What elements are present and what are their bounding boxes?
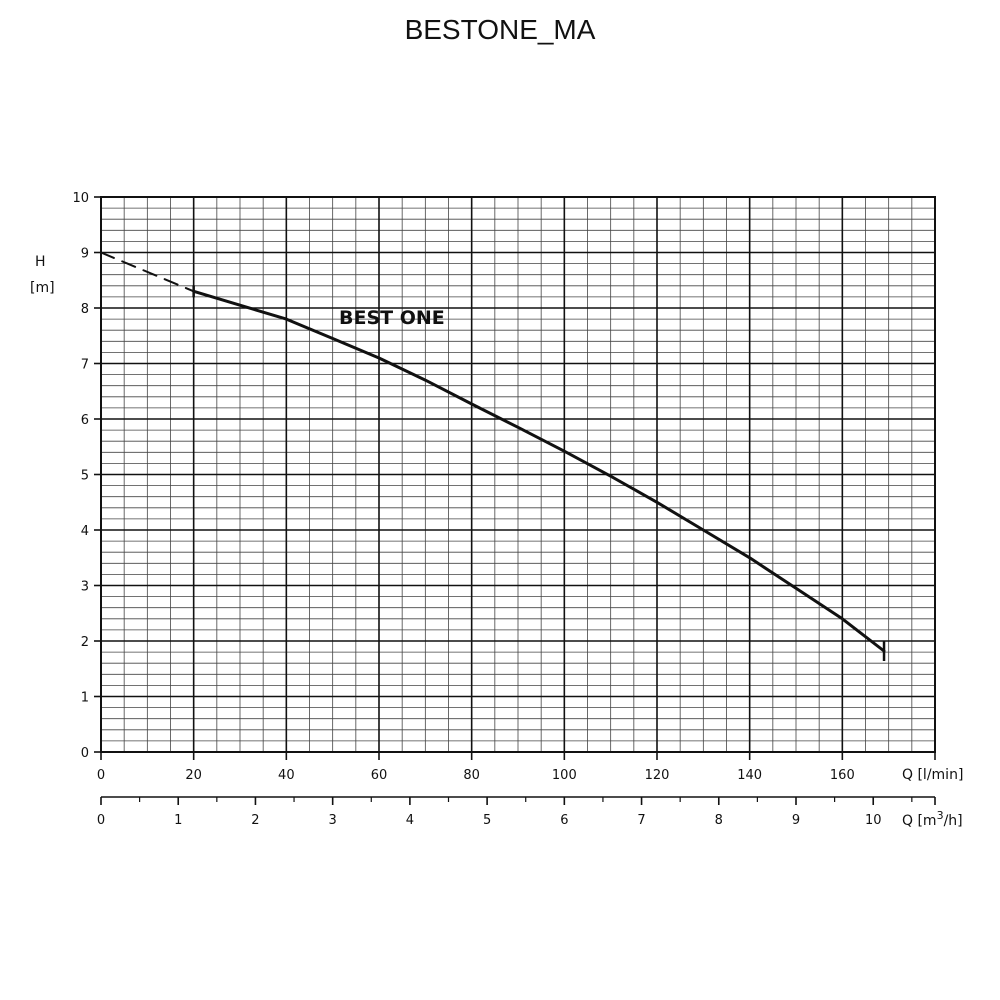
y-axis-unit: [m] — [30, 280, 55, 296]
y-tick-label: 10 — [72, 191, 89, 206]
x2-tick-label: 4 — [406, 813, 414, 828]
x2-tick-label: 7 — [637, 813, 645, 828]
x-axis-m3h-label: Q [m3/h] — [902, 809, 963, 829]
x-tick-label: 60 — [371, 768, 388, 783]
x2-tick-label: 9 — [792, 813, 800, 828]
x-tick-label: 120 — [645, 768, 670, 783]
x-tick-label: 140 — [737, 768, 762, 783]
x-tick-label: 0 — [97, 768, 105, 783]
series-dashed-line — [100, 251, 195, 293]
x-axis-m3h-label-sup: 3 — [937, 809, 944, 822]
y-tick-label: 5 — [81, 469, 89, 484]
x2-tick-label: 0 — [97, 813, 105, 828]
x2-tick-label: 6 — [560, 813, 568, 828]
x-axis-lmin-label: Q [l/min] — [902, 767, 963, 783]
x-tick-label: 80 — [463, 768, 480, 783]
y-tick-label: 2 — [81, 635, 89, 650]
x-axis-m3h-label-prefix: Q [m — [902, 813, 937, 829]
x-tick-label: 160 — [830, 768, 855, 783]
x-axis-m3h-label-suffix: /h] — [944, 813, 963, 829]
y-tick-label: 9 — [81, 247, 89, 262]
y-axis-ticks: 0 1 2 3 4 5 6 7 8 9 10 — [72, 191, 101, 761]
y-tick-label: 1 — [81, 691, 89, 706]
x2-tick-label: 1 — [174, 813, 182, 828]
y-tick-label: 7 — [81, 358, 89, 373]
curve-label: BEST ONE — [339, 307, 445, 329]
y-tick-label: 3 — [81, 580, 89, 595]
x2-tick-label: 8 — [715, 813, 723, 828]
x2-tick-label: 5 — [483, 813, 491, 828]
y-tick-label: 6 — [81, 413, 89, 428]
x2-tick-label: 10 — [865, 813, 882, 828]
series-solid-line — [192, 289, 886, 653]
x2-tick-label: 2 — [251, 813, 259, 828]
x-tick-label: 40 — [278, 768, 295, 783]
x2-tick-label: 3 — [329, 813, 337, 828]
x-tick-label: 20 — [185, 768, 202, 783]
series-group — [100, 251, 886, 661]
y-axis-symbol: H — [35, 254, 46, 270]
y-tick-label: 4 — [81, 524, 89, 539]
page-title: BESTONE_MA — [404, 14, 596, 45]
y-tick-label: 0 — [81, 746, 89, 761]
x-axis-lmin-ticks: 0 20 40 60 80 100 120 140 160 — [97, 752, 936, 783]
x-tick-label: 100 — [552, 768, 577, 783]
x-axis-m3h-ticks: 0 1 2 3 4 5 6 7 8 9 10 — [97, 797, 936, 828]
y-tick-label: 8 — [81, 302, 89, 317]
